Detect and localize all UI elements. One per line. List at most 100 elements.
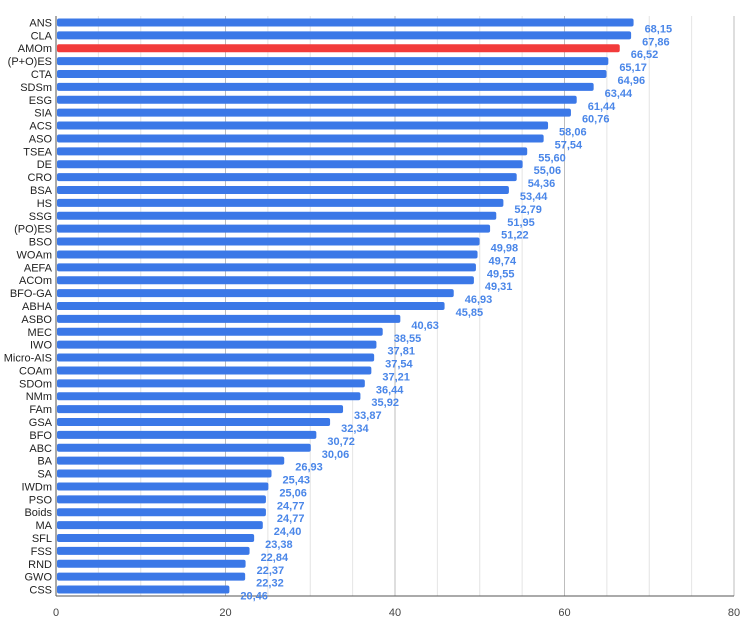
category-label: IWDm <box>21 481 52 493</box>
bar <box>57 327 383 336</box>
bar <box>57 418 331 426</box>
bar <box>57 263 476 272</box>
x-tick-label: 60 <box>558 607 570 619</box>
bar <box>57 224 491 233</box>
value-label: 25,06 <box>279 487 307 499</box>
value-label: 45,85 <box>456 307 484 319</box>
bar <box>57 366 372 375</box>
bar <box>57 44 620 53</box>
value-label: 55,06 <box>534 165 562 177</box>
value-label: 24,77 <box>277 500 305 512</box>
value-label: 36,44 <box>376 384 404 396</box>
value-label: 22,84 <box>261 552 289 564</box>
value-label: 68,15 <box>645 23 673 35</box>
bar <box>57 405 344 414</box>
value-label: 30,72 <box>327 436 355 448</box>
value-label: 57,54 <box>555 139 583 151</box>
category-label: SDSm <box>20 82 52 94</box>
x-tick-label: 40 <box>389 607 401 619</box>
value-label: 20,46 <box>240 591 268 603</box>
bar <box>57 121 549 130</box>
value-label: 37,54 <box>385 359 413 371</box>
category-label: ANS <box>29 17 52 29</box>
bar <box>57 508 266 517</box>
bar <box>57 546 250 555</box>
value-label: 25,43 <box>283 475 311 487</box>
bar <box>57 237 480 246</box>
value-label: 49,74 <box>489 255 517 267</box>
bar <box>57 456 285 465</box>
category-label: ESG <box>29 95 52 107</box>
category-label: BSO <box>29 237 53 249</box>
category-label: SIA <box>34 108 52 120</box>
bar <box>57 482 269 491</box>
category-label: AMOm <box>18 43 52 55</box>
bar <box>57 572 246 581</box>
value-label: 55,60 <box>538 152 566 164</box>
value-label: 40,63 <box>411 320 439 332</box>
bar <box>57 147 528 156</box>
category-label: ABC <box>29 443 52 455</box>
value-label: 30,06 <box>322 449 350 461</box>
bar <box>57 18 634 27</box>
value-label: 24,77 <box>277 513 305 525</box>
value-label: 46,93 <box>465 294 493 306</box>
value-label: 32,34 <box>341 423 369 435</box>
category-label: ASBO <box>21 314 52 326</box>
category-label: IWO <box>30 340 52 352</box>
value-label: 52,79 <box>514 204 542 216</box>
value-label: 60,76 <box>582 114 610 126</box>
category-label: SA <box>37 469 52 481</box>
category-label: ACS <box>29 121 52 133</box>
value-label: 35,92 <box>371 397 399 409</box>
category-label: SFL <box>32 533 52 545</box>
category-label: AEFA <box>24 262 53 274</box>
value-label: 66,52 <box>631 49 659 61</box>
category-label: (PO)ES <box>14 224 52 236</box>
category-label: ASO <box>29 133 53 145</box>
value-label: 58,06 <box>559 127 587 139</box>
value-label: 26,93 <box>295 462 323 474</box>
category-label: SDOm <box>19 378 52 390</box>
value-label: 33,87 <box>354 410 382 422</box>
category-label: GWO <box>25 572 53 584</box>
value-label: 37,21 <box>382 371 410 383</box>
bar <box>57 379 365 388</box>
bar <box>57 559 246 568</box>
bar <box>57 57 609 66</box>
value-label: 64,96 <box>618 75 646 87</box>
x-tick-label: 80 <box>728 607 740 619</box>
bar <box>57 186 509 194</box>
category-label: WOAm <box>17 249 52 261</box>
bar <box>57 469 272 478</box>
category-label: Micro-AIS <box>4 353 52 365</box>
bar <box>57 160 523 169</box>
category-label: SSG <box>29 211 52 223</box>
category-label: CRO <box>28 172 53 184</box>
value-label: 67,86 <box>642 36 670 48</box>
bar <box>57 443 311 452</box>
category-label: PSO <box>29 494 53 506</box>
category-label: MEC <box>28 327 53 339</box>
x-tick-label: 0 <box>53 607 59 619</box>
value-label: 38,55 <box>394 333 422 345</box>
category-label: FAm <box>29 404 52 416</box>
bar <box>57 534 255 542</box>
value-label: 22,37 <box>257 565 285 577</box>
value-label: 51,95 <box>507 217 535 229</box>
category-label: ACOm <box>19 275 52 287</box>
category-label: ABHA <box>22 301 53 313</box>
category-label: CSS <box>29 585 52 597</box>
bar <box>57 430 317 439</box>
bar <box>57 340 377 349</box>
category-label: FSS <box>31 546 52 558</box>
bar <box>57 302 445 310</box>
value-label: 49,98 <box>491 243 519 255</box>
value-label: 37,81 <box>387 346 415 358</box>
bar <box>57 521 263 530</box>
category-label: MA <box>36 520 53 532</box>
value-label: 23,38 <box>265 539 293 551</box>
category-label: CLA <box>31 30 53 42</box>
value-label: 49,55 <box>487 268 515 280</box>
